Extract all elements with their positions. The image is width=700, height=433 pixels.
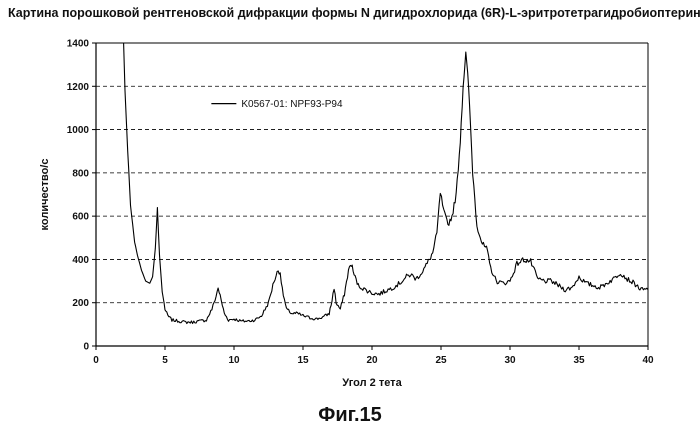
grid-lines — [96, 86, 648, 302]
x-tick-label-40: 40 — [642, 355, 654, 366]
y-tick-label-600: 600 — [72, 212, 89, 223]
x-tick-label-30: 30 — [504, 355, 516, 366]
y-tick-label-200: 200 — [72, 298, 89, 309]
x-tick-label-25: 25 — [435, 355, 447, 366]
series-line-0 — [124, 43, 648, 324]
x-tick-label-5: 5 — [162, 355, 168, 366]
legend-label: K0567-01: NPF93-P94 — [241, 99, 343, 110]
y-tick-label-1400: 1400 — [67, 39, 90, 50]
y-tick-label-1200: 1200 — [67, 82, 90, 93]
y-tick-label-1000: 1000 — [67, 125, 90, 136]
x-axis-title: Угол 2 тета — [342, 377, 402, 389]
x-tick-label-15: 15 — [297, 355, 309, 366]
series-layer — [124, 43, 648, 324]
x-tick-label-35: 35 — [573, 355, 585, 366]
x-tick-label-10: 10 — [228, 355, 240, 366]
y-tick-label-400: 400 — [72, 255, 89, 266]
y-tick-label-800: 800 — [72, 168, 89, 179]
axis-ticks: 0 200 400 600 800 1000 1200 1400 0 5 10 15 20 25 30 35 4… — [67, 39, 654, 367]
x-tick-label-20: 20 — [366, 355, 378, 366]
x-tick-label-0: 0 — [93, 355, 99, 366]
y-axis-title: количество/с — [39, 159, 51, 231]
y-tick-label-0: 0 — [83, 342, 89, 353]
figure-caption: Фиг.15 — [0, 404, 700, 427]
legend: K0567-01: NPF93-P94 — [211, 99, 343, 110]
axes — [96, 43, 648, 346]
